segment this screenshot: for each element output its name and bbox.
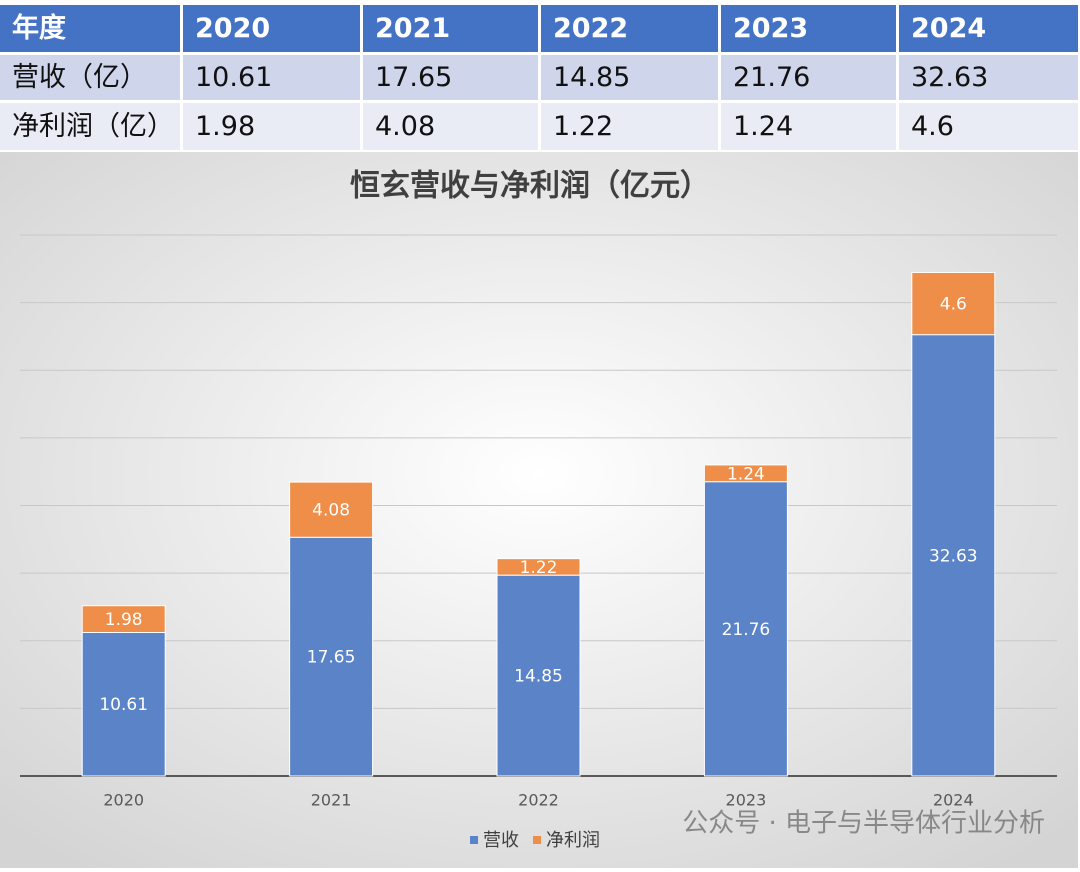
header-cell-text: 2024 [911, 13, 986, 44]
x-tick-label: 2020 [103, 791, 144, 810]
cell-text: 4.08 [375, 111, 435, 142]
table-cell [0, 5, 180, 52]
table-cell [541, 5, 718, 52]
table-cell [899, 55, 1078, 100]
cell-text: 净利润（亿） [12, 111, 174, 142]
data-label: 4.6 [940, 295, 967, 315]
header-cell-text: 2023 [733, 13, 808, 44]
table-cell [0, 55, 180, 100]
header-cell-text: 2022 [553, 13, 628, 44]
bar-segment [911, 334, 996, 777]
bar-segment [81, 605, 166, 633]
data-label: 1.24 [727, 464, 765, 484]
legend-swatch [533, 836, 541, 844]
table-cell [541, 103, 718, 150]
bar-segment [289, 481, 374, 538]
cell-text: 17.65 [375, 62, 452, 93]
table-cell [721, 103, 896, 150]
cell-text: 1.22 [553, 111, 613, 142]
bar-segment [703, 464, 788, 483]
data-label: 17.65 [307, 648, 356, 668]
data-label: 1.22 [520, 558, 558, 578]
table-cell [721, 5, 896, 52]
cell-text: 21.76 [733, 62, 810, 93]
table-cell [721, 55, 896, 100]
table-cell [183, 5, 360, 52]
legend-label: 净利润 [546, 830, 600, 851]
x-tick-label: 2023 [726, 791, 767, 810]
cell-text: 1.98 [195, 111, 255, 142]
bar-segment [81, 631, 166, 777]
header-cell-text: 年度 [12, 12, 66, 44]
data-label: 14.85 [514, 667, 563, 687]
plot: 10.61 1.98 2020 17.65 4.08 2021 14.85 1.22 2022 2… [20, 234, 1057, 851]
data-label: 4.08 [312, 501, 350, 521]
header-cell-text: 2021 [375, 13, 450, 44]
watermark: 公众号 · 电子与半导体行业分析 [682, 809, 1045, 839]
x-tick-label: 2022 [518, 791, 559, 810]
table-cell [363, 5, 538, 52]
cell-text: 营收（亿） [12, 62, 147, 93]
bar-segment [911, 271, 996, 336]
bar-segment [496, 574, 581, 777]
x-tick-label: 2021 [311, 791, 352, 810]
data-label: 32.63 [929, 546, 978, 566]
cell-text: 32.63 [911, 62, 988, 93]
cell-text: 10.61 [195, 62, 272, 93]
table-cell [363, 55, 538, 100]
table-cell [899, 5, 1078, 52]
table-cell [183, 55, 360, 100]
cell-text: 4.6 [911, 111, 954, 142]
legend-label: 营收 [483, 830, 519, 851]
data-label: 10.61 [99, 695, 148, 715]
table-cell [363, 103, 538, 150]
table-cell [899, 103, 1078, 150]
data-label: 21.76 [722, 620, 771, 640]
bar-segment [496, 558, 581, 576]
table-cell [183, 103, 360, 150]
cell-text: 1.24 [733, 111, 793, 142]
data-label: 1.98 [105, 610, 143, 630]
header-cell-text: 2020 [195, 13, 270, 44]
cell-text: 14.85 [553, 62, 630, 93]
legend-swatch [470, 836, 478, 844]
table-cell [541, 55, 718, 100]
table-cell [0, 103, 180, 150]
chart-title: 恒玄营收与净利润（亿元） [350, 169, 710, 204]
table: 年度 2020 2021 2022 2023 2024 营收（亿） 10.61 17.65 14.… [0, 5, 1078, 150]
x-tick-label: 2024 [933, 791, 974, 810]
